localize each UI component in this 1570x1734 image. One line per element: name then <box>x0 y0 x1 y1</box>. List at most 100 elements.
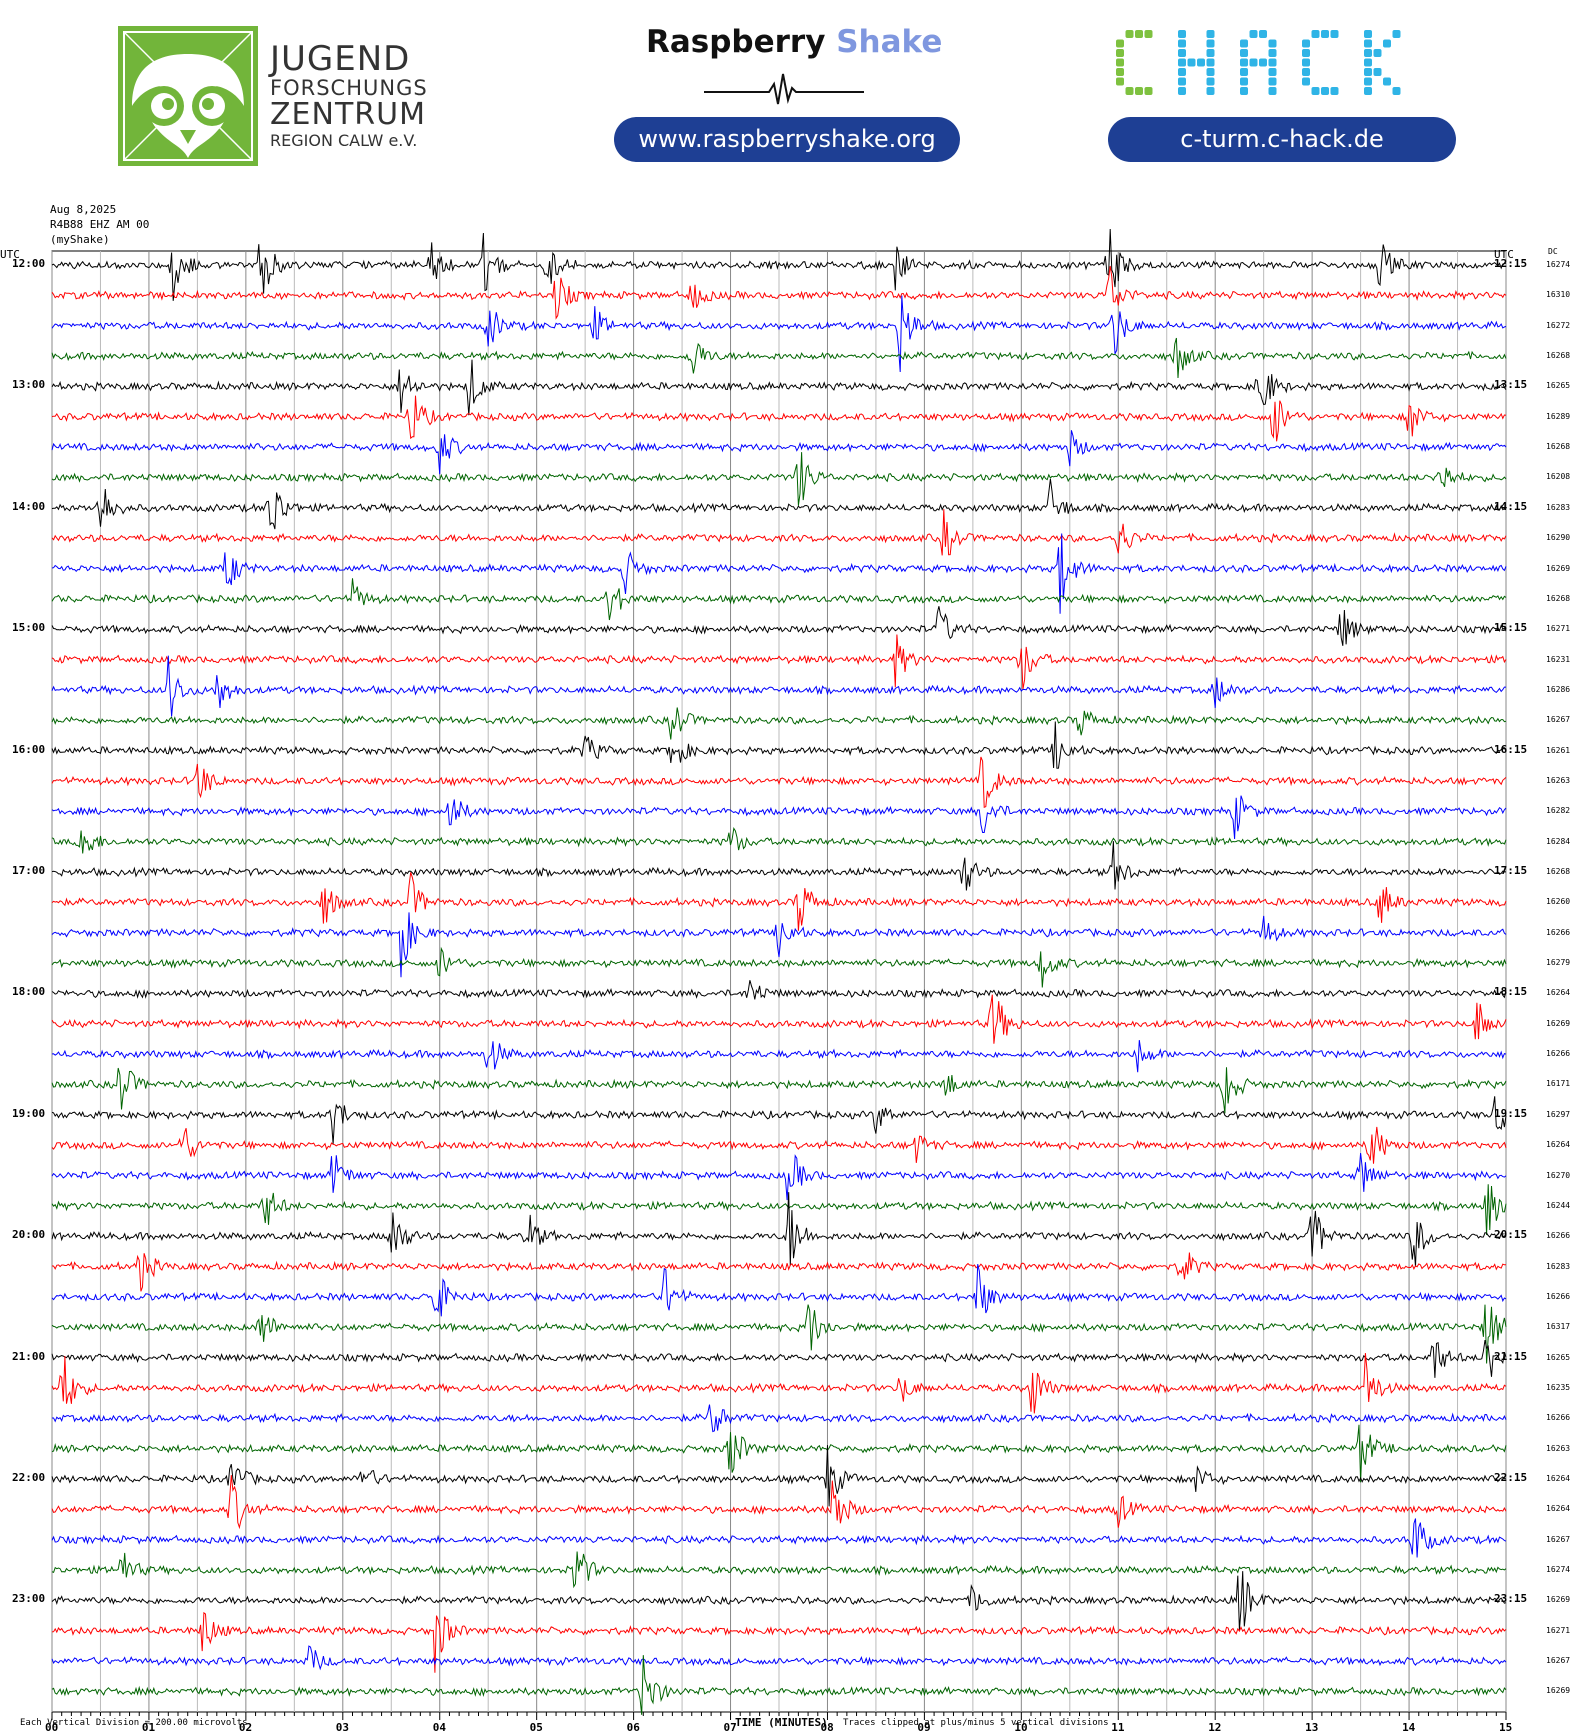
chack-url[interactable]: c-turm.c-hack.de <box>1108 117 1456 162</box>
scale-note: Each Vertical Division = 200.00 microvol… <box>20 1718 248 1728</box>
chack-pixel <box>1206 87 1215 95</box>
helicorder-meta: Aug 8,2025 R4B88 EHZ AM 00 (myShake) <box>50 202 149 247</box>
chack-pixel <box>1178 58 1186 67</box>
dc-value: 16171 <box>1546 1079 1570 1089</box>
trace-row-7 <box>51 452 1507 506</box>
chack-pixel <box>1268 49 1277 57</box>
meta-station: R4B88 EHZ AM 00 <box>50 218 150 231</box>
chack-pixel <box>1116 39 1124 48</box>
clip-note: Traces clipped at plus/minus 5 vertical … <box>843 1718 1109 1728</box>
trace-row-28 <box>51 1096 1507 1145</box>
chack-pixel <box>1144 30 1153 38</box>
dc-value: 16260 <box>1546 897 1570 907</box>
chack-pixel <box>1364 87 1372 95</box>
x-tick-label: 07 <box>723 1721 737 1734</box>
dc-value: 16284 <box>1546 836 1570 846</box>
right-time-label: 18:15 <box>1494 985 1528 999</box>
chack-pixel <box>1240 49 1248 57</box>
dc-value: 16271 <box>1546 624 1570 634</box>
jfz-text: JUGEND FORSCHUNGS ZENTRUM REGION CALW e.… <box>270 42 428 149</box>
chack-pixel <box>1268 58 1277 67</box>
dc-value: 16264 <box>1546 1474 1570 1483</box>
chack-pixel <box>1364 58 1372 67</box>
x-tick-label: 10 <box>1014 1721 1028 1734</box>
dc-value: 16297 <box>1546 1109 1570 1119</box>
chack-pixel <box>1311 30 1320 38</box>
x-tick-label: 04 <box>432 1721 446 1734</box>
chack-pixel <box>1249 58 1258 67</box>
trace-row-19 <box>51 826 1507 854</box>
trace-row-31 <box>51 1184 1507 1236</box>
trace-row-39 <box>51 1424 1507 1483</box>
chack-pixel <box>1268 77 1277 86</box>
dc-value: 16269 <box>1546 1686 1570 1696</box>
chack-pixel <box>1268 87 1277 95</box>
dc-value: 16268 <box>1546 593 1570 603</box>
dc-value: 16282 <box>1546 806 1570 816</box>
dc-value: 16289 <box>1546 411 1570 421</box>
raspberry-shake-logo: Raspberry Shake www.raspberryshake.org <box>614 20 960 170</box>
trace-row-37 <box>51 1353 1507 1414</box>
right-time-label: 15:15 <box>1494 621 1528 635</box>
rs-name-1: Raspberry <box>646 24 826 60</box>
chack-pixel <box>1259 30 1267 38</box>
trace-row-9 <box>51 509 1507 556</box>
rs-name-2: Shake <box>836 24 943 60</box>
trace-row-26 <box>51 1040 1507 1073</box>
chack-pixel <box>1144 87 1153 95</box>
chack-pixel <box>1364 77 1372 86</box>
x-tick-label: 13 <box>1305 1721 1319 1734</box>
x-tick-label: 00 <box>45 1721 59 1734</box>
trace-row-18 <box>51 795 1507 840</box>
chack-pixel <box>1383 77 1391 86</box>
trace-row-15 <box>51 707 1507 740</box>
chack-pixel <box>1392 87 1401 95</box>
dc-value: 16266 <box>1546 1231 1570 1241</box>
trace-row-12 <box>51 606 1507 646</box>
dc-value: 16264 <box>1546 1140 1570 1150</box>
left-time-label: 13:00 <box>12 378 46 392</box>
trace-row-11 <box>51 578 1507 621</box>
right-time-label: 23:15 <box>1494 1592 1528 1606</box>
trace-row-20 <box>51 841 1506 891</box>
trace-row-33 <box>51 1252 1506 1292</box>
chack-pixel <box>1364 39 1372 48</box>
left-time-label: 12:00 <box>12 257 46 270</box>
left-time-label: 18:00 <box>12 985 46 999</box>
dc-value: 16268 <box>1546 351 1570 361</box>
trace-row-5 <box>51 395 1507 442</box>
x-tick-label: 05 <box>529 1721 543 1734</box>
raspberry-shake-title: Raspberry Shake <box>646 24 942 60</box>
chack-pixel <box>1240 58 1248 67</box>
trace-row-35 <box>51 1304 1507 1364</box>
dc-value: 16263 <box>1546 1443 1570 1453</box>
chack-pixel <box>1178 30 1186 38</box>
dc-value: 16267 <box>1546 715 1570 725</box>
chack-logo: c-turm.c-hack.de <box>1108 20 1456 170</box>
trace-row-43 <box>51 1551 1507 1589</box>
raspberry-shake-url[interactable]: www.raspberryshake.org <box>614 117 960 162</box>
dc-value: 16267 <box>1546 1656 1570 1666</box>
chack-pixel <box>1364 30 1372 38</box>
chack-pixel <box>1302 68 1310 76</box>
dc-value: 16266 <box>1546 1413 1570 1423</box>
dc-value: 16266 <box>1546 927 1570 937</box>
chack-pixel <box>1116 49 1124 57</box>
dc-value: 16231 <box>1546 654 1570 664</box>
dc-value: 16290 <box>1546 533 1570 543</box>
right-time-label: 17:15 <box>1494 864 1528 877</box>
dc-value: 16270 <box>1546 1170 1570 1180</box>
trace-row-24 <box>51 980 1507 1000</box>
x-tick-label: 15 <box>1499 1721 1513 1734</box>
chack-pixel <box>1330 30 1339 38</box>
chack-pixel <box>1383 39 1391 48</box>
chack-pixel <box>1206 30 1215 38</box>
x-tick-label: 14 <box>1402 1721 1416 1734</box>
trace-row-36 <box>51 1340 1507 1378</box>
trace-row-10 <box>51 533 1507 614</box>
left-time-label: 14:00 <box>12 499 46 513</box>
dc-value: 16266 <box>1546 1291 1570 1301</box>
chack-pixel <box>1135 30 1143 38</box>
chack-pixel <box>1302 58 1310 67</box>
chack-wordmark-icon <box>1116 30 1401 95</box>
